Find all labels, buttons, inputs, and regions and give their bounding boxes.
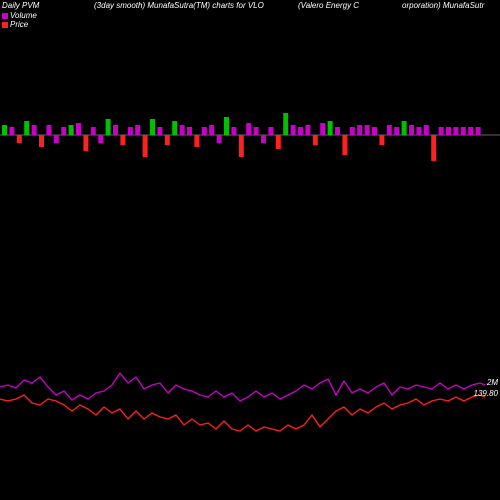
bar [54, 135, 59, 143]
bar [283, 113, 288, 135]
bar [128, 127, 133, 135]
line-chart-svg [0, 325, 500, 445]
bar [231, 127, 236, 135]
bar [150, 119, 155, 135]
bar [320, 123, 325, 135]
bar-chart [0, 85, 500, 185]
bar [476, 127, 481, 135]
volume-axis-label: 2M [487, 378, 498, 387]
header-left: Daily PVM [2, 1, 39, 11]
bar-chart-svg [0, 85, 500, 185]
bar [402, 121, 407, 135]
bar [202, 127, 207, 135]
volume-line [0, 373, 485, 401]
bar [91, 127, 96, 135]
bar [372, 127, 377, 135]
bar [291, 125, 296, 135]
legend-price: Price [2, 20, 37, 29]
bar [187, 127, 192, 135]
bar [2, 125, 7, 135]
bar [298, 127, 303, 135]
bar [143, 135, 148, 157]
bar [446, 127, 451, 135]
bar [113, 125, 118, 135]
bar [209, 125, 214, 135]
bar [194, 135, 199, 147]
bar [9, 127, 14, 135]
bar [69, 125, 74, 135]
bar [276, 135, 281, 149]
bar [254, 127, 259, 135]
line-chart: 2M 139.80 [0, 325, 500, 445]
legend-volume-label: Volume [10, 11, 37, 20]
bar [157, 127, 162, 135]
bar [120, 135, 125, 145]
bar [172, 121, 177, 135]
bar [180, 125, 185, 135]
bar [409, 125, 414, 135]
price-swatch [2, 22, 8, 28]
legend-volume: Volume [2, 11, 37, 20]
bar [261, 135, 266, 143]
bar [224, 117, 229, 135]
bar [350, 127, 355, 135]
bar [335, 127, 340, 135]
bar [431, 135, 436, 161]
bar [342, 135, 347, 155]
bar [83, 135, 88, 151]
bar [468, 127, 473, 135]
bar [379, 135, 384, 145]
bar [387, 125, 392, 135]
bar [365, 125, 370, 135]
legend-price-label: Price [10, 20, 28, 29]
bar [217, 135, 222, 143]
header-mid1: (3day smooth) MunafaSutra(TM) charts for… [94, 1, 264, 11]
bar [328, 121, 333, 135]
bar [46, 125, 51, 135]
bar [98, 135, 103, 143]
bar [268, 127, 273, 135]
bar [165, 135, 170, 145]
bar [17, 135, 22, 143]
bar [32, 125, 37, 135]
bar [416, 127, 421, 135]
bar [357, 125, 362, 135]
bar [313, 135, 318, 145]
bar [439, 127, 444, 135]
bar [106, 119, 111, 135]
bar [453, 127, 458, 135]
bar [24, 121, 29, 135]
header-mid2: (Valero Energy C [298, 1, 359, 11]
volume-swatch [2, 13, 8, 19]
chart-header: Daily PVM (3day smooth) MunafaSutra(TM) … [0, 0, 500, 14]
bar [39, 135, 44, 147]
price-axis-label: 139.80 [474, 389, 498, 398]
bar [76, 123, 81, 135]
bar [424, 125, 429, 135]
bar [394, 127, 399, 135]
bar [246, 123, 251, 135]
header-right: orporation) MunafaSutr [402, 1, 484, 11]
bar [305, 125, 310, 135]
bar [61, 127, 66, 135]
bar [239, 135, 244, 157]
bar [461, 127, 466, 135]
legend: Volume Price [2, 11, 37, 29]
bar [135, 125, 140, 135]
